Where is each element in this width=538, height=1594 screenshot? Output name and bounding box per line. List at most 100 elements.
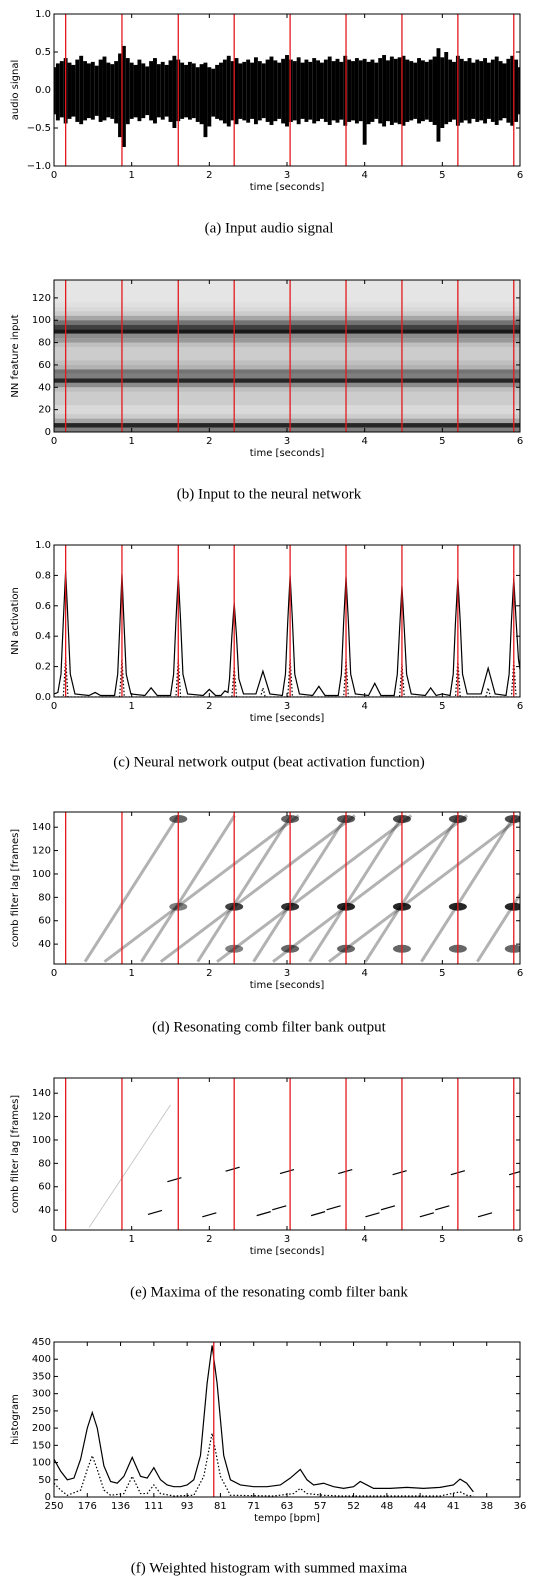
y-tick-label: 400 bbox=[32, 1354, 51, 1365]
signal-bin bbox=[281, 58, 286, 124]
signal-bin bbox=[362, 58, 367, 145]
signal-bin bbox=[370, 59, 375, 122]
y-tick-label: 140 bbox=[32, 1088, 51, 1099]
signal-bin bbox=[366, 61, 371, 125]
x-tick-label: 136 bbox=[111, 1501, 130, 1512]
y-axis-label: comb filter lag [frames] bbox=[10, 829, 21, 948]
signal-bin bbox=[125, 58, 130, 125]
x-tick-label: 2 bbox=[206, 170, 212, 181]
signal-bin bbox=[444, 52, 449, 125]
maximum-dash bbox=[167, 1177, 182, 1183]
series-line bbox=[54, 1345, 474, 1493]
series-line bbox=[54, 570, 520, 697]
signal-bin bbox=[59, 61, 64, 118]
x-tick-label: 5 bbox=[439, 1234, 445, 1245]
x-tick-label: 250 bbox=[44, 1501, 63, 1512]
x-tick-label: 57 bbox=[314, 1501, 327, 1512]
y-tick-label: 100 bbox=[32, 1135, 51, 1146]
x-tick-label: 4 bbox=[361, 968, 367, 979]
signal-bin bbox=[459, 58, 464, 123]
signal-bin bbox=[160, 61, 165, 120]
x-tick-label: 0 bbox=[51, 436, 57, 447]
y-tick-label: 100 bbox=[32, 869, 51, 880]
signal-bin bbox=[121, 45, 126, 147]
ridge bbox=[88, 1104, 171, 1228]
y-tick-label: 0.2 bbox=[35, 662, 51, 673]
signal-bin bbox=[180, 62, 185, 119]
signal-bin bbox=[424, 61, 429, 120]
x-axis-label: time [seconds] bbox=[250, 713, 325, 724]
feature-row bbox=[54, 360, 520, 365]
feature-row bbox=[54, 302, 520, 307]
signal-bin bbox=[277, 62, 282, 119]
x-tick-label: 4 bbox=[361, 701, 367, 712]
maximum-dash bbox=[326, 1205, 341, 1211]
maximum-dash bbox=[365, 1212, 380, 1218]
feature-row bbox=[54, 342, 520, 348]
signal-bin bbox=[102, 56, 107, 121]
y-tick-label: 300 bbox=[32, 1389, 51, 1400]
feature-row bbox=[54, 364, 520, 370]
signal-bin bbox=[300, 62, 305, 119]
y-tick-label: 40 bbox=[38, 1205, 51, 1216]
x-tick-label: 111 bbox=[144, 1501, 163, 1512]
signal-bin bbox=[351, 61, 355, 121]
feature-row bbox=[54, 329, 520, 334]
feature-row bbox=[54, 297, 520, 303]
feature-row bbox=[54, 409, 520, 415]
x-tick-label: 4 bbox=[361, 1234, 367, 1245]
signal-bin bbox=[347, 59, 352, 122]
maximum-dash bbox=[392, 1170, 407, 1176]
signal-bin bbox=[230, 61, 235, 121]
signal-bin bbox=[296, 57, 301, 125]
y-tick-label: 50 bbox=[38, 1475, 51, 1486]
series-line bbox=[54, 1433, 474, 1497]
x-tick-label: 1 bbox=[128, 968, 134, 979]
signal-bin bbox=[172, 55, 177, 128]
signal-bin bbox=[129, 62, 134, 119]
signal-bin bbox=[149, 61, 154, 121]
x-tick-label: 6 bbox=[517, 701, 523, 712]
signal-bin bbox=[273, 60, 278, 122]
signal-bin bbox=[219, 62, 223, 121]
signal-bin bbox=[114, 61, 119, 124]
x-tick-label: 81 bbox=[214, 1501, 227, 1512]
signal-bin bbox=[75, 59, 80, 122]
x-tick-label: 6 bbox=[517, 436, 523, 447]
y-tick-label: 80 bbox=[38, 892, 51, 903]
x-tick-label: 5 bbox=[439, 968, 445, 979]
signal-bin bbox=[215, 64, 220, 119]
ridge bbox=[328, 815, 520, 963]
signal-bin bbox=[479, 61, 484, 121]
signal-bin bbox=[308, 61, 313, 120]
y-tick-label: 60 bbox=[38, 360, 51, 371]
y-tick-label: 0.5 bbox=[35, 47, 51, 58]
caption: (b) Input to the neural network bbox=[177, 486, 362, 502]
signal-bin bbox=[467, 58, 472, 124]
y-tick-label: 250 bbox=[32, 1406, 51, 1417]
maximum-dash bbox=[279, 1168, 295, 1175]
signal-bin bbox=[448, 59, 453, 122]
y-tick-label: 40 bbox=[38, 382, 51, 393]
x-tick-label: 0 bbox=[51, 170, 57, 181]
signal-bin bbox=[386, 60, 390, 122]
signal-bin bbox=[238, 63, 243, 119]
maximum-dash bbox=[147, 1209, 163, 1216]
signal-bin bbox=[354, 58, 359, 124]
signal-bin bbox=[184, 64, 188, 118]
feature-row bbox=[54, 324, 520, 330]
x-axis-label: time [seconds] bbox=[250, 448, 325, 459]
y-tick-label: 0.0 bbox=[35, 692, 51, 703]
y-tick-label: 0.6 bbox=[35, 601, 51, 612]
x-tick-label: 63 bbox=[281, 1501, 294, 1512]
x-tick-label: 41 bbox=[447, 1501, 460, 1512]
axes-frame bbox=[53, 811, 521, 965]
caption: (e) Maxima of the resonating comb filter… bbox=[130, 1284, 408, 1300]
resonance-spot bbox=[504, 815, 520, 824]
signal-bin bbox=[483, 58, 487, 124]
signal-bin bbox=[401, 55, 406, 126]
y-axis-label: audio signal bbox=[10, 60, 21, 120]
signal-bin bbox=[413, 62, 418, 119]
feature-row bbox=[54, 405, 520, 410]
y-tick-label: 1.0 bbox=[35, 9, 51, 20]
